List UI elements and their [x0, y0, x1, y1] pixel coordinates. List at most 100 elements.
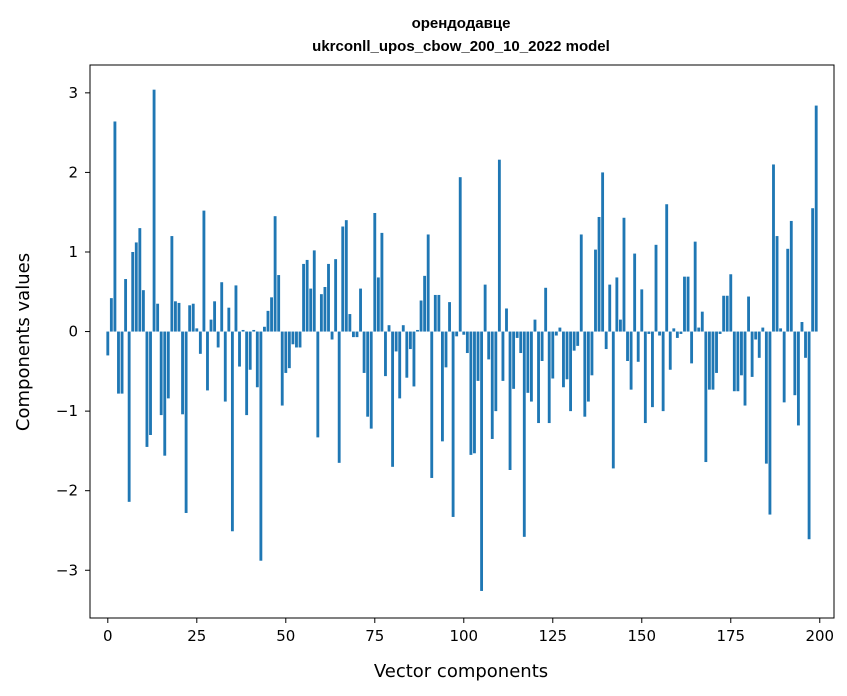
bar: [284, 331, 288, 373]
bar: [558, 327, 562, 332]
bar: [156, 303, 160, 332]
y-tick-label: −3: [56, 561, 78, 579]
bar: [572, 331, 576, 351]
bar: [583, 331, 587, 417]
bar: [433, 294, 437, 332]
bar: [490, 331, 494, 439]
bar: [690, 331, 694, 364]
bar: [636, 331, 640, 362]
bar: [124, 279, 128, 332]
bar: [305, 259, 309, 332]
bar: [800, 322, 804, 332]
bar: [483, 284, 487, 332]
bar: [544, 287, 548, 332]
bar: [547, 331, 551, 424]
bar: [512, 331, 516, 389]
x-axis-label: Vector components: [374, 661, 548, 682]
bar: [779, 328, 783, 332]
bar: [298, 331, 302, 348]
bar: [352, 331, 355, 338]
bar: [127, 331, 131, 502]
bar: [252, 329, 256, 332]
bar: [522, 331, 526, 537]
bar: [394, 331, 398, 352]
x-tick-label: 175: [716, 627, 745, 645]
bar: [117, 331, 120, 394]
bar: [793, 331, 797, 396]
bar: [248, 331, 252, 370]
bar: [565, 331, 569, 380]
bar: [149, 331, 152, 435]
bar: [722, 295, 726, 332]
bar: [473, 331, 476, 454]
y-axis-label: Components values: [13, 253, 34, 431]
bar: [202, 210, 206, 332]
bar: [715, 331, 718, 373]
x-tick-label: 0: [103, 627, 113, 645]
bar: [796, 331, 800, 426]
bar: [426, 234, 430, 332]
bar: [764, 331, 768, 464]
bar: [622, 217, 626, 332]
bar: [505, 308, 508, 332]
bar: [120, 331, 124, 394]
bar: [458, 177, 462, 332]
bar: [141, 290, 145, 332]
bar: [448, 302, 451, 332]
bar: [497, 159, 501, 332]
bar: [170, 236, 174, 332]
bar: [729, 274, 733, 332]
bar: [159, 331, 163, 416]
bar: [707, 331, 711, 390]
bar: [661, 331, 665, 412]
bar: [725, 295, 729, 332]
bar: [711, 331, 715, 390]
bar: [675, 331, 679, 338]
bar: [640, 289, 644, 332]
bar: [405, 331, 409, 378]
bar: [295, 331, 298, 348]
bar: [633, 253, 637, 332]
bar: [241, 329, 245, 332]
bar: [629, 331, 633, 390]
bar: [665, 204, 669, 332]
bar: [280, 331, 284, 406]
bar: [761, 327, 765, 332]
bar: [444, 331, 448, 368]
bar: [736, 331, 740, 392]
bar: [191, 303, 195, 332]
bar: [230, 331, 234, 532]
bar: [238, 331, 241, 367]
y-axis-ticks: −3 −2 −1 0 1 2 3: [56, 84, 90, 579]
bar: [270, 297, 273, 332]
bar: [327, 263, 330, 332]
bar: [515, 331, 519, 338]
plot-area-frame: [89, 64, 835, 619]
bar: [643, 331, 647, 424]
bar: [740, 331, 743, 376]
bar: [430, 331, 434, 478]
bar: [480, 331, 484, 591]
bar: [768, 331, 772, 515]
bar: [654, 244, 658, 332]
bar: [348, 314, 352, 332]
bar: [263, 326, 266, 332]
x-tick-label: 200: [805, 627, 834, 645]
bar: [658, 331, 661, 336]
bar: [451, 331, 455, 517]
bar: [380, 232, 384, 332]
bar: [540, 331, 544, 361]
x-tick-label: 25: [187, 627, 206, 645]
bar: [277, 275, 281, 332]
bar: [757, 331, 761, 358]
bar: [611, 331, 615, 469]
bar: [359, 288, 362, 332]
bar: [537, 331, 540, 424]
bar: [334, 259, 338, 332]
bar: [807, 331, 811, 540]
bar: [754, 331, 758, 340]
bar: [501, 331, 505, 381]
x-tick-label: 150: [627, 627, 656, 645]
bar: [398, 331, 402, 399]
